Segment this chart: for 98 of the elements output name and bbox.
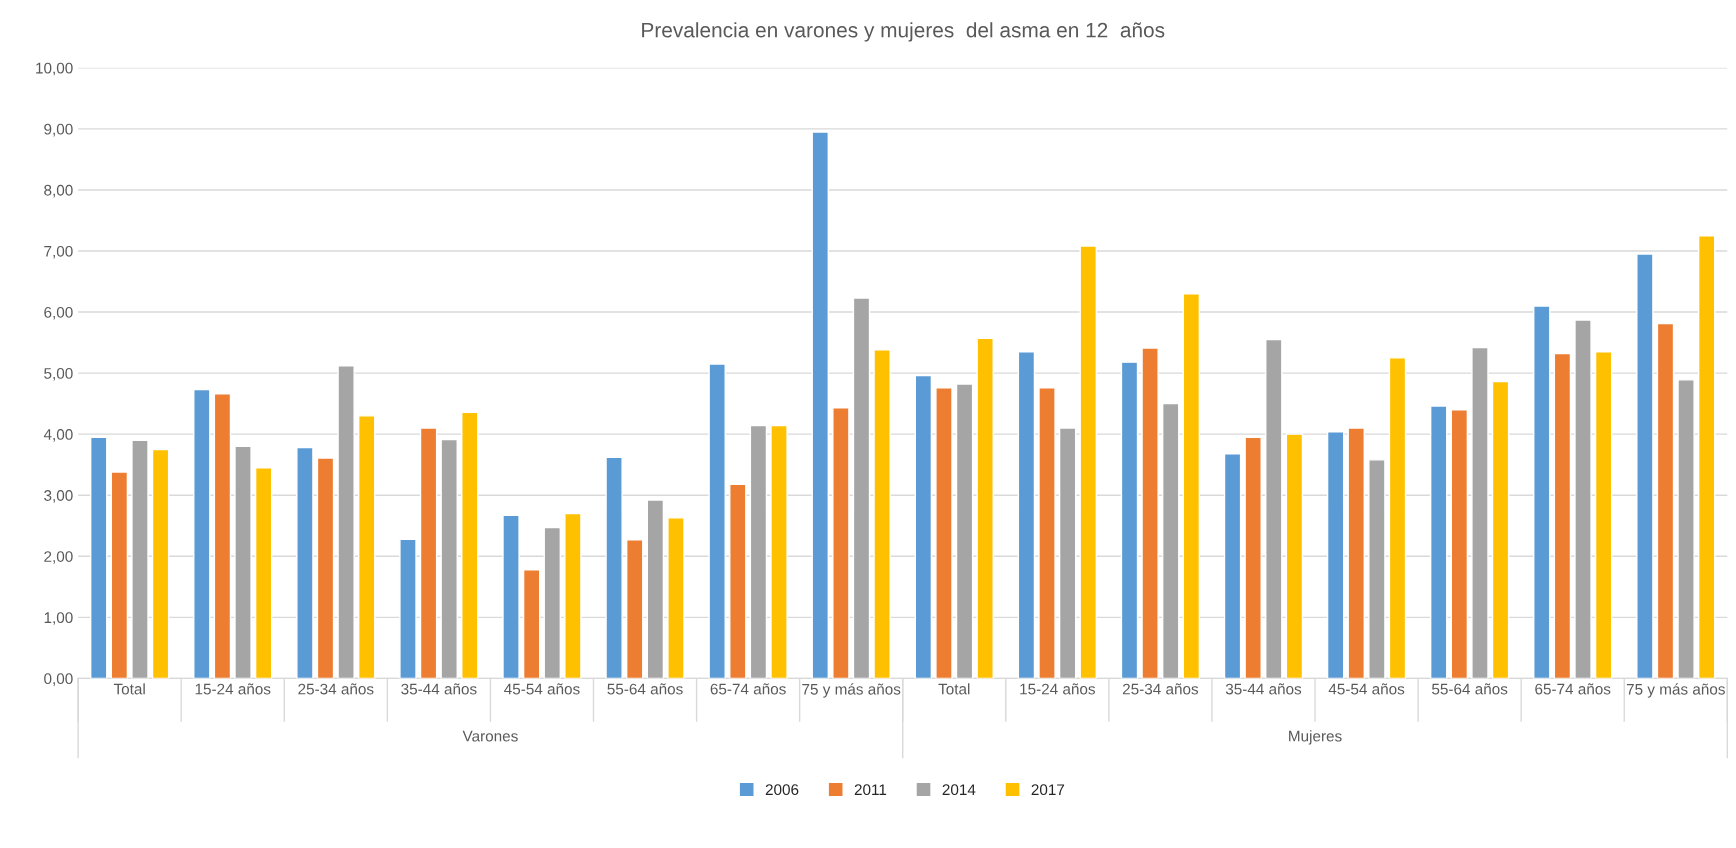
bar [357, 415, 376, 679]
x-tick-label: 45-54 años [504, 683, 580, 695]
y-tick-label: 6,00 [44, 306, 73, 320]
y-tick-label: 5,00 [44, 367, 73, 381]
x-tick-label: 75 y más años [1626, 683, 1725, 698]
bar [1491, 380, 1510, 679]
bar [955, 383, 974, 679]
bar [1079, 245, 1097, 679]
text: Varones [462, 730, 518, 742]
bar [522, 569, 541, 679]
bar [1326, 431, 1345, 679]
bar [625, 539, 644, 679]
bar [811, 131, 829, 679]
bar [1244, 436, 1262, 679]
y-tick-label: 10,00 [36, 62, 73, 76]
legend-label: 2014 [942, 784, 976, 796]
bar [605, 456, 623, 679]
bar [131, 439, 149, 679]
y-tick-label: 7,00 [44, 245, 73, 259]
bar [1533, 305, 1551, 679]
bar [1574, 319, 1592, 679]
bar [1120, 361, 1139, 679]
chart-title: Prevalencia en varones y mujeres del asma en 12 años [642, 22, 1165, 42]
bar [1368, 459, 1386, 679]
bar [1388, 357, 1407, 679]
bar [1161, 402, 1180, 679]
bar [1182, 293, 1201, 679]
bar [749, 424, 768, 679]
bar [254, 467, 273, 679]
bar [1450, 409, 1469, 679]
bar [1553, 352, 1572, 679]
legend-label: 2006 [765, 784, 799, 796]
bar [543, 526, 561, 679]
bar [461, 411, 479, 679]
bar [852, 297, 871, 679]
bar [832, 407, 850, 679]
bar [1697, 235, 1716, 679]
bar [234, 445, 252, 679]
x-tick-label: 15-24 años [1020, 683, 1096, 695]
bar [1141, 347, 1159, 679]
bar [1656, 322, 1675, 679]
bar [1636, 253, 1654, 679]
x-tick-label: 25-34 años [1122, 683, 1199, 695]
x-tick-label: 75 y más años [802, 683, 901, 698]
bar [110, 471, 129, 679]
bar [914, 374, 933, 679]
y-tick-label: 3,00 [44, 490, 73, 503]
bar [1347, 427, 1365, 679]
bar [296, 446, 314, 679]
bar [502, 514, 520, 679]
bar [1677, 379, 1695, 679]
x-tick-label: 35-44 años [401, 683, 477, 695]
x-tick-label: 25-34 años [298, 683, 374, 695]
bar [213, 393, 232, 679]
bar [708, 363, 726, 679]
bar [667, 517, 685, 679]
y-tick-label: 0,00 [44, 673, 73, 686]
x-tick-label: 55-64 años [1432, 683, 1508, 695]
text: Mujeres [1289, 730, 1342, 745]
bar [316, 457, 335, 679]
bar [1265, 338, 1283, 679]
bar [90, 436, 108, 679]
bar [151, 448, 170, 679]
bar [873, 349, 891, 679]
bar [646, 499, 665, 679]
x-tick-label: 55-64 años [607, 683, 683, 695]
x-tick-label: 65-74 años [1535, 683, 1611, 695]
legend-label: 2011 [854, 784, 887, 796]
bar [1594, 351, 1613, 679]
bar [440, 438, 458, 679]
bar [1471, 346, 1489, 679]
bar [1285, 433, 1304, 679]
x-tick-label: Total [113, 683, 145, 695]
bar [1223, 453, 1242, 679]
y-tick-label: 9,00 [44, 123, 73, 137]
x-tick-label: 45-54 años [1328, 683, 1405, 695]
y-tick-label: 2,00 [44, 551, 73, 564]
bar [1058, 427, 1077, 679]
bar [399, 538, 417, 679]
x-tick-label: Total [938, 683, 970, 695]
bar [193, 388, 211, 679]
bar [1038, 387, 1056, 679]
bar [729, 483, 747, 679]
x-tick-label: 65-74 años [710, 683, 786, 695]
bar [935, 387, 953, 679]
bar [419, 427, 438, 679]
y-tick-label: 1,00 [44, 612, 73, 625]
x-tick-label: 35-44 años [1225, 683, 1302, 695]
legend-label: 2017 [1031, 784, 1065, 796]
bar [770, 424, 788, 679]
bar [564, 512, 582, 679]
bar [976, 337, 994, 679]
x-tick-label: 15-24 años [195, 683, 271, 695]
y-tick-label: 8,00 [44, 184, 73, 198]
bar [337, 365, 355, 679]
bar [1429, 405, 1448, 679]
y-tick-label: 4,00 [43, 429, 73, 442]
bar [1017, 351, 1036, 679]
